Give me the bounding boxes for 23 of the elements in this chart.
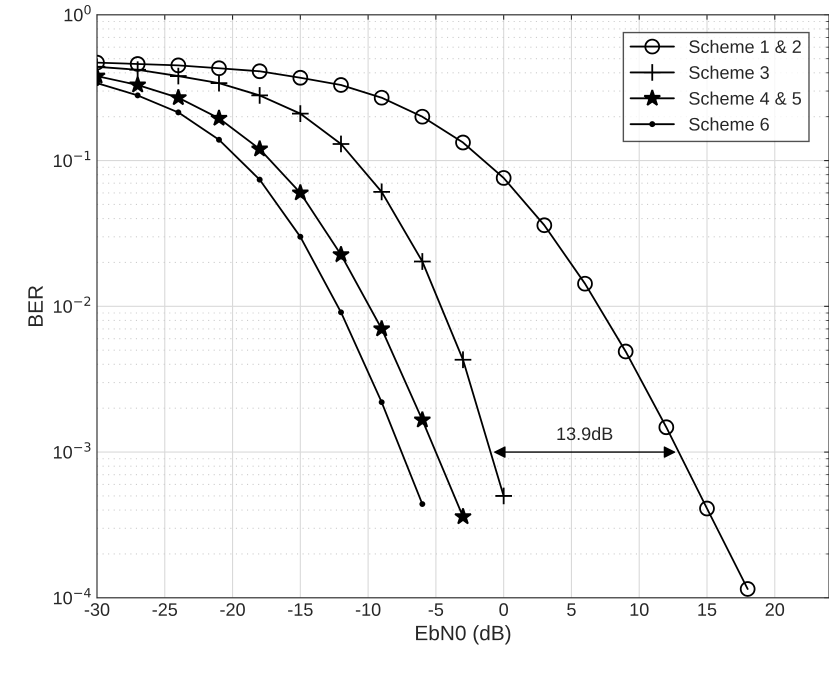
y-tick-label: 10$^{−1}$ [54,150,90,168]
y-tick-label: 10$^{−2}$ [54,296,90,313]
x-tick-label: 10 [630,603,649,616]
y-tick-label: 10$^{−3}$ [54,442,90,459]
x-tick-label: 15 [698,603,716,616]
x-tick-label: 20 [766,603,784,616]
x-tick-label: -25 [152,603,178,616]
annotation: 13.9dB [557,426,612,440]
legend-label: Scheme 3 [689,66,769,79]
y-axis-title: BER [28,286,43,326]
x-tick-label: 5 [567,603,576,616]
x-tick-label: -15 [288,603,313,616]
y-tick-label: 10$^{0}$ [64,4,91,22]
x-tick-label: 0 [499,603,508,616]
x-axis-title: EbN0 (dB) [416,625,510,644]
x-tick-label: -5 [428,603,444,616]
legend-label: Scheme 1 & 2 [689,40,801,54]
x-tick-label: -10 [356,603,380,616]
legend-label: Scheme 4 & 5 [689,92,802,105]
legend-label: Scheme 6 [689,117,769,131]
x-tick-label: -30 [84,603,110,616]
x-tick-label: -20 [220,603,245,616]
y-tick-label: 10$^{−4}$ [54,588,91,604]
